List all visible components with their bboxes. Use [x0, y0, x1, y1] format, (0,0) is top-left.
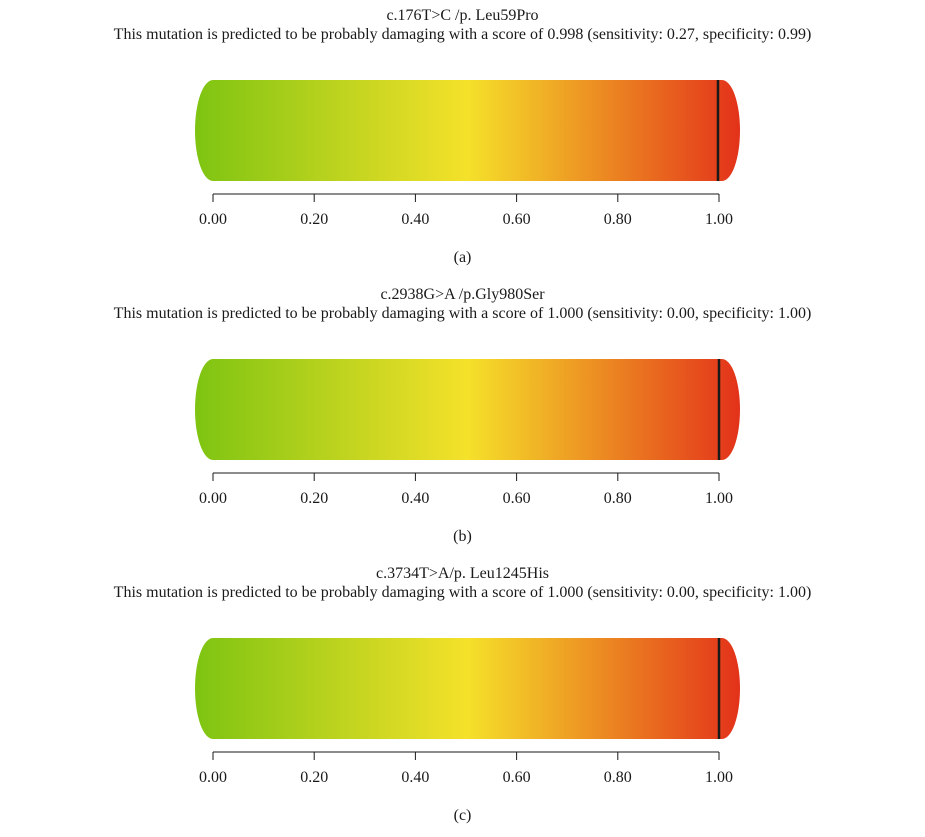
x-tick-label: 0.40	[401, 211, 429, 228]
x-tick-label: 0.80	[604, 211, 632, 228]
score-gauge: 0.00 0.20 0.40 0.60 0.80 1.00	[195, 359, 740, 507]
panel-a: c.176T>C /p. Leu59Pro This mutation is p…	[0, 0, 925, 279]
score-gauge: 0.00 0.20 0.40 0.60 0.80 1.00	[195, 638, 740, 786]
x-tick-label: 0.20	[300, 211, 328, 228]
x-tick-label: 0.40	[401, 769, 429, 786]
prediction-description: This mutation is predicted to be probabl…	[113, 584, 812, 601]
variant-title: c.2938G>A /p.Gly980Ser	[380, 286, 545, 303]
x-tick-label: 0.20	[300, 769, 328, 786]
x-tick-label: 0.00	[199, 211, 227, 228]
score-gauge: 0.00 0.20 0.40 0.60 0.80 1.00	[195, 80, 740, 228]
x-tick-label: 1.00	[705, 211, 733, 228]
panel-b: c.2938G>A /p.Gly980Ser This mutation is …	[0, 279, 925, 558]
x-tick-label: 0.60	[503, 490, 531, 507]
variant-title: c.176T>C /p. Leu59Pro	[386, 7, 539, 24]
gauge-bar	[195, 80, 740, 181]
x-tick-label: 1.00	[705, 490, 733, 507]
prediction-description: This mutation is predicted to be probabl…	[113, 26, 812, 43]
panel-c: c.3734T>A/p. Leu1245His This mutation is…	[0, 558, 925, 837]
variant-title: c.3734T>A/p. Leu1245His	[376, 565, 549, 582]
x-tick-label: 0.80	[604, 769, 632, 786]
gauge-bar	[195, 638, 740, 739]
x-tick-label: 0.60	[503, 769, 531, 786]
gauge-bar	[195, 359, 740, 460]
panel-label: (c)	[453, 807, 472, 824]
panel-label: (b)	[453, 528, 472, 545]
x-tick-label: 1.00	[705, 769, 733, 786]
x-tick-label: 0.80	[604, 490, 632, 507]
prediction-description: This mutation is predicted to be probabl…	[113, 305, 812, 322]
panel-label: (a)	[453, 249, 472, 266]
x-tick-label: 0.00	[199, 769, 227, 786]
x-tick-label: 0.40	[401, 490, 429, 507]
x-tick-label: 0.60	[503, 211, 531, 228]
x-tick-label: 0.00	[199, 490, 227, 507]
x-tick-label: 0.20	[300, 490, 328, 507]
